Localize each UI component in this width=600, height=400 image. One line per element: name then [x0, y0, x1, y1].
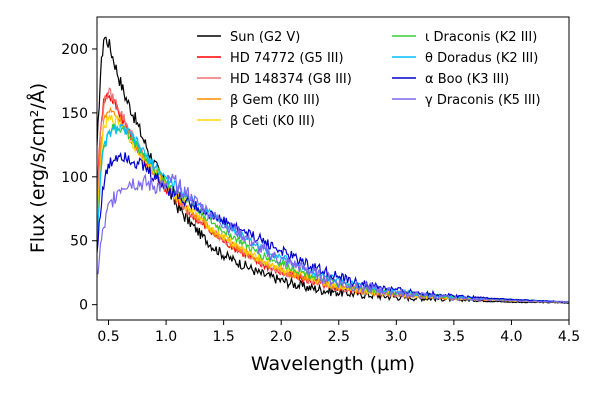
x-axis-label: Wavelength (μm): [251, 353, 415, 375]
series-line-9: [97, 173, 569, 304]
legend-label: γ Draconis (K5 III): [425, 93, 541, 108]
series-line-5: [97, 113, 569, 304]
y-tick-label: 50: [70, 234, 88, 250]
y-tick-label: 100: [61, 170, 88, 186]
series-line-2: [97, 91, 569, 304]
legend-label: ι Draconis (K2 III): [425, 30, 537, 45]
legend-label: β Ceti (K0 III): [230, 114, 315, 129]
series-line-8: [97, 151, 569, 303]
y-tick-label: 0: [79, 298, 88, 314]
series-line-7: [97, 123, 569, 304]
x-tick-label: 3.5: [443, 329, 465, 345]
y-tick-label: 150: [61, 106, 88, 122]
legend-label: α Boo (K3 III): [425, 72, 509, 87]
legend-label: Sun (G2 V): [230, 30, 300, 45]
series-line-3: [97, 87, 569, 304]
y-tick-label: 200: [61, 42, 88, 58]
series-layer: [97, 36, 569, 304]
x-tick-label: 0.5: [97, 329, 119, 345]
legend-label: HD 74772 (G5 III): [230, 51, 344, 66]
x-tick-label: 4.5: [558, 329, 580, 345]
plot-frame: [96, 16, 570, 321]
x-tick-label: 2.5: [328, 329, 350, 345]
series-line-4: [97, 106, 569, 304]
x-tick-label: 3.0: [385, 329, 407, 345]
x-axis-ticks: 0.5 1.0 1.5 2.0 2.5 3.0 3.5 4.0 4.5: [97, 320, 580, 345]
x-tick-label: 2.0: [270, 329, 292, 345]
x-tick-label: 1.5: [213, 329, 235, 345]
x-tick-label: 1.0: [155, 329, 177, 345]
y-axis-ticks: 0 50 100 150 200: [61, 42, 97, 314]
legend: Sun (G2 V) HD 74772 (G5 III) HD 148374 (G8…: [197, 30, 541, 129]
legend-label: θ Doradus (K2 III): [425, 51, 538, 66]
legend-label: HD 148374 (G8 III): [230, 72, 352, 87]
y-axis-label: Flux (erg/s/cm²/Å): [26, 83, 49, 253]
x-tick-label: 4.0: [500, 329, 522, 345]
legend-label: β Gem (K0 III): [230, 93, 320, 108]
